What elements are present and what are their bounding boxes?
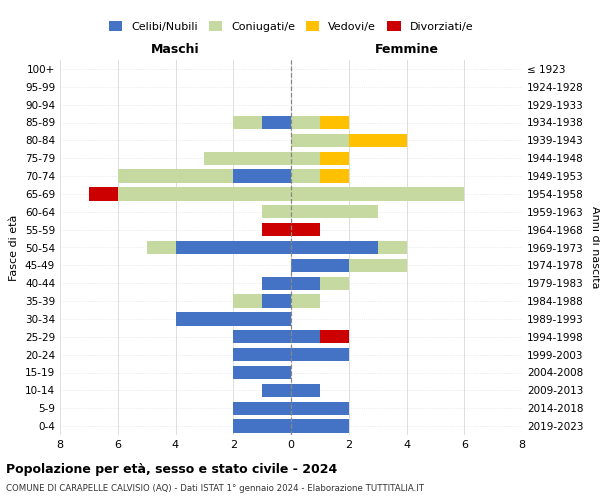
Y-axis label: Anni di nascita: Anni di nascita: [590, 206, 600, 289]
Bar: [320, 170, 349, 183]
Bar: [377, 241, 407, 254]
Bar: [291, 420, 349, 433]
Bar: [291, 294, 320, 308]
Bar: [291, 348, 349, 362]
Bar: [291, 134, 349, 147]
Bar: [320, 152, 349, 165]
Bar: [291, 187, 464, 200]
Bar: [233, 294, 262, 308]
Bar: [89, 187, 118, 200]
Bar: [291, 170, 320, 183]
Bar: [291, 384, 320, 397]
Bar: [320, 116, 349, 129]
Bar: [176, 312, 291, 326]
Bar: [291, 258, 349, 272]
Bar: [233, 348, 291, 362]
Bar: [320, 276, 349, 290]
Bar: [262, 276, 291, 290]
Bar: [291, 205, 377, 218]
Bar: [291, 152, 320, 165]
Bar: [233, 170, 291, 183]
Bar: [262, 116, 291, 129]
Bar: [233, 366, 291, 379]
Text: Femmine: Femmine: [374, 44, 439, 57]
Y-axis label: Fasce di età: Fasce di età: [10, 214, 19, 280]
Bar: [262, 384, 291, 397]
Bar: [291, 241, 377, 254]
Bar: [291, 223, 320, 236]
Bar: [291, 330, 320, 344]
Bar: [291, 402, 349, 415]
Text: Popolazione per età, sesso e stato civile - 2024: Popolazione per età, sesso e stato civil…: [6, 462, 337, 475]
Bar: [291, 276, 320, 290]
Bar: [233, 420, 291, 433]
Text: Maschi: Maschi: [151, 44, 200, 57]
Bar: [262, 294, 291, 308]
Bar: [176, 241, 291, 254]
Bar: [320, 330, 349, 344]
Bar: [233, 330, 291, 344]
Bar: [262, 223, 291, 236]
Bar: [262, 205, 291, 218]
Bar: [118, 170, 233, 183]
Bar: [118, 187, 291, 200]
Bar: [233, 402, 291, 415]
Legend: Celibi/Nubili, Coniugati/e, Vedovi/e, Divorziati/e: Celibi/Nubili, Coniugati/e, Vedovi/e, Di…: [104, 17, 478, 36]
Bar: [349, 134, 407, 147]
Bar: [291, 116, 320, 129]
Bar: [349, 258, 407, 272]
Bar: [233, 116, 262, 129]
Bar: [146, 241, 176, 254]
Text: COMUNE DI CARAPELLE CALVISIO (AQ) - Dati ISTAT 1° gennaio 2024 - Elaborazione TU: COMUNE DI CARAPELLE CALVISIO (AQ) - Dati…: [6, 484, 424, 493]
Bar: [205, 152, 291, 165]
